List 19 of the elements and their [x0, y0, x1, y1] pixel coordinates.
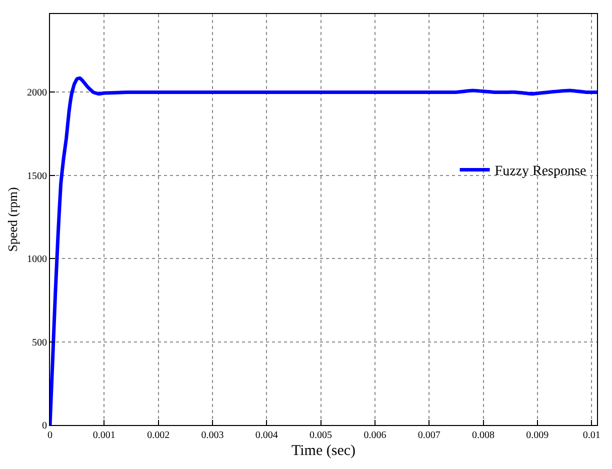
x-tick-label: 0.004	[255, 430, 278, 441]
x-tick-label: 0.01	[582, 430, 600, 441]
x-tick-label: 0.006	[364, 430, 386, 441]
y-tick-label: 0	[42, 420, 47, 432]
y-axis-title: Speed (rpm)	[4, 187, 20, 252]
y-tick-label: 2000	[27, 88, 47, 99]
x-tick-label: 0.005	[310, 430, 332, 441]
legend-label: Fuzzy Response	[494, 164, 586, 180]
x-axis-title: Time (sec)	[291, 443, 356, 459]
x-tick-label: 0.003	[201, 430, 224, 441]
x-tick-label: 0.007	[418, 430, 440, 441]
x-tick-label: 0.008	[472, 430, 495, 441]
y-tick-label: 1500	[27, 170, 47, 182]
x-tick-label: 0.001	[92, 430, 116, 441]
y-tick-label: 1000	[27, 254, 47, 266]
x-tick-label: 0.002	[147, 430, 170, 441]
line-series	[50, 76, 597, 425]
y-tick-label: 500	[32, 337, 47, 348]
x-tick-label: 0.009	[526, 430, 549, 441]
